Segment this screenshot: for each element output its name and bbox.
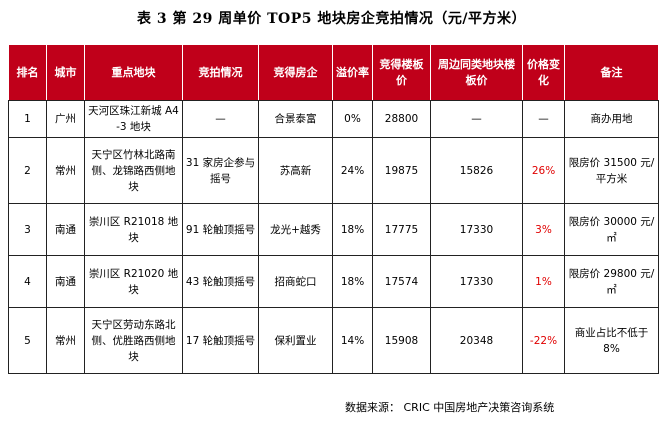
cell-change: 26% [522, 137, 565, 204]
cell-nearby: 17330 [430, 203, 523, 256]
cell-winner: 龙光+越秀 [258, 203, 333, 256]
header-plot: 重点地块 [84, 44, 183, 101]
cell-note: 商业占比不低于 8% [564, 307, 659, 374]
header-row: 排名 城市 重点地块 竞拍情况 竞得房企 溢价率 竞得楼板价 周边同类地块楼板价… [8, 44, 659, 101]
cell-plot: 天河区珠江新城 A4-3 地块 [84, 100, 183, 138]
cell-city: 广州 [46, 100, 85, 138]
cell-plot: 崇川区 R21018 地块 [84, 203, 183, 256]
cell-change: -22% [522, 307, 565, 374]
cell-change: 3% [522, 203, 565, 256]
cell-rank: 2 [8, 137, 47, 204]
cell-bidding: 43 轮触顶摇号 [182, 255, 259, 308]
cell-change: 1% [522, 255, 565, 308]
table-row: 1 广州 天河区珠江新城 A4-3 地块 — 合景泰富 0% 28800 — —… [8, 100, 659, 138]
cell-rank: 3 [8, 203, 47, 256]
table-row: 3 南通 崇川区 R21018 地块 91 轮触顶摇号 龙光+越秀 18% 17… [8, 203, 659, 256]
table-row: 4 南通 崇川区 R21020 地块 43 轮触顶摇号 招商蛇口 18% 175… [8, 255, 659, 308]
cell-plot: 天宁区竹林北路南侧、龙锦路西侧地块 [84, 137, 183, 204]
cell-price: 17775 [372, 203, 431, 256]
cell-note: 限房价 30000 元/㎡ [564, 203, 659, 256]
cell-premium: 0% [332, 100, 373, 138]
cell-change: — [522, 100, 565, 138]
cell-bidding: — [182, 100, 259, 138]
cell-winner: 合景泰富 [258, 100, 333, 138]
cell-premium: 14% [332, 307, 373, 374]
cell-city: 南通 [46, 203, 85, 256]
header-winner: 竞得房企 [258, 44, 333, 101]
table-title: 表 3 第 29 周单价 TOP5 地块房企竞拍情况（元/平方米） [137, 11, 526, 27]
cell-note: 限房价 31500 元/平方米 [564, 137, 659, 204]
header-nearby: 周边同类地块楼板价 [430, 44, 523, 101]
header-rank: 排名 [8, 44, 47, 101]
cell-bidding: 17 轮触顶摇号 [182, 307, 259, 374]
cell-nearby: — [430, 100, 523, 138]
cell-note: 限房价 29800 元/㎡ [564, 255, 659, 308]
cell-city: 常州 [46, 307, 85, 374]
cell-plot: 天宁区劳动东路北侧、优胜路西侧地块 [84, 307, 183, 374]
header-premium: 溢价率 [332, 44, 373, 101]
cell-winner: 苏高新 [258, 137, 333, 204]
cell-price: 19875 [372, 137, 431, 204]
cell-premium: 24% [332, 137, 373, 204]
cell-city: 南通 [46, 255, 85, 308]
cell-price: 28800 [372, 100, 431, 138]
cell-winner: 保利置业 [258, 307, 333, 374]
cell-premium: 18% [332, 255, 373, 308]
header-bidding: 竞拍情况 [182, 44, 259, 101]
table-row: 5 常州 天宁区劳动东路北侧、优胜路西侧地块 17 轮触顶摇号 保利置业 14%… [8, 307, 659, 374]
cell-price: 15908 [372, 307, 431, 374]
cell-rank: 4 [8, 255, 47, 308]
cell-nearby: 17330 [430, 255, 523, 308]
header-note: 备注 [564, 44, 659, 101]
cell-city: 常州 [46, 137, 85, 204]
cell-rank: 5 [8, 307, 47, 374]
header-change: 价格变化 [522, 44, 565, 101]
cell-premium: 18% [332, 203, 373, 256]
cell-nearby: 15826 [430, 137, 523, 204]
cell-price: 17574 [372, 255, 431, 308]
cell-rank: 1 [8, 100, 47, 138]
header-city: 城市 [46, 44, 85, 101]
cell-note: 商办用地 [564, 100, 659, 138]
cell-plot: 崇川区 R21020 地块 [84, 255, 183, 308]
cell-bidding: 31 家房企参与摇号 [182, 137, 259, 204]
data-source-note: 数据来源： CRIC 中国房地产决策咨询系统 [345, 401, 555, 414]
cell-bidding: 91 轮触顶摇号 [182, 203, 259, 256]
data-table: 排名 城市 重点地块 竞拍情况 竞得房企 溢价率 竞得楼板价 周边同类地块楼板价… [8, 44, 659, 374]
header-price: 竞得楼板价 [372, 44, 431, 101]
cell-nearby: 20348 [430, 307, 523, 374]
cell-winner: 招商蛇口 [258, 255, 333, 308]
table-row: 2 常州 天宁区竹林北路南侧、龙锦路西侧地块 31 家房企参与摇号 苏高新 24… [8, 137, 659, 204]
